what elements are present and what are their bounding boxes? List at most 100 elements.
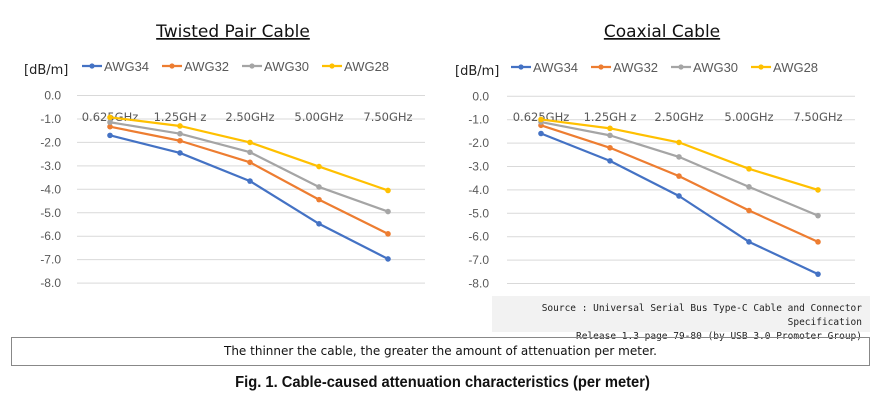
data-point-awg34 — [676, 193, 682, 199]
data-point-awg34 — [316, 220, 322, 227]
y-tick-label: -1.0 — [468, 113, 489, 127]
legend-label: AWG32 — [184, 59, 229, 74]
y-tick-label: -5.0 — [40, 206, 61, 220]
y-tick-label: -3.0 — [468, 160, 489, 174]
data-point-awg28 — [177, 123, 183, 129]
y-tick-label: -3.0 — [40, 159, 61, 173]
source-line-2: Release 1.3 page 79-80 (by USB 3.0 Promo… — [576, 331, 862, 342]
chart-title: Twisted Pair Cable — [155, 22, 310, 42]
legend-marker — [89, 63, 95, 69]
data-point-awg34 — [247, 178, 253, 184]
data-point-awg32 — [385, 231, 391, 237]
y-tick-label: -6.0 — [40, 229, 61, 243]
data-point-awg28 — [316, 163, 322, 170]
data-point-awg34 — [107, 132, 113, 139]
data-point-awg28 — [676, 139, 682, 146]
y-tick-label: -4.0 — [40, 182, 61, 196]
y-tick-label: -4.0 — [468, 183, 489, 197]
y-unit-label: [dB/m] — [24, 63, 68, 78]
series-line-awg30 — [540, 120, 819, 217]
legend-item: AWG30 — [242, 59, 309, 74]
source-citation: Source : Universal Serial Bus Type-C Cab… — [492, 296, 870, 342]
legend-item: AWG32 — [591, 60, 658, 75]
x-tick-label: 5.00GHz — [724, 110, 773, 124]
legend-marker — [758, 64, 764, 70]
data-point-awg28 — [538, 116, 544, 123]
x-tick-label: 7.50GHz — [793, 110, 842, 124]
data-point-awg30 — [746, 184, 752, 190]
legend-item: AWG28 — [322, 59, 389, 74]
legend: AWG34 AWG32 AWG30 AWG28 — [511, 60, 818, 75]
data-point-awg28 — [815, 187, 821, 193]
y-tick-label: -7.0 — [468, 253, 489, 267]
coaxial-chart: Coaxial Cable [dB/m] AWG34 AWG32 AWG30 AWG2… — [455, 22, 855, 291]
y-unit-label: [dB/m] — [455, 64, 499, 79]
data-point-awg32 — [815, 239, 821, 245]
data-point-awg34 — [607, 158, 613, 164]
y-tick-label: 0.0 — [44, 89, 61, 103]
legend-label: AWG30 — [264, 59, 309, 74]
data-point-awg32 — [746, 207, 752, 214]
chart-title: Coaxial Cable — [604, 22, 720, 42]
data-point-awg30 — [815, 212, 821, 219]
data-point-awg34 — [385, 256, 391, 262]
data-point-awg32 — [107, 123, 113, 130]
legend-item: AWG34 — [511, 60, 578, 75]
data-point-awg28 — [385, 187, 391, 194]
data-point-awg32 — [177, 137, 183, 144]
legend-marker — [169, 63, 175, 69]
data-point-awg32 — [247, 159, 253, 166]
data-point-awg34 — [177, 150, 183, 156]
gridlines — [507, 95, 855, 284]
legend-label: AWG32 — [613, 60, 658, 75]
series-lines — [538, 116, 821, 277]
legend-item: AWG28 — [751, 60, 818, 75]
data-point-awg32 — [316, 196, 322, 203]
data-point-awg34 — [815, 271, 821, 277]
x-tick-label: 1.25GH z — [584, 110, 637, 124]
legend: AWG34 AWG32 AWG30 AWG28 — [82, 59, 389, 74]
y-tick-label: -2.0 — [40, 135, 61, 149]
data-point-awg30 — [607, 132, 613, 139]
legend-label: AWG34 — [533, 60, 578, 75]
data-point-awg30 — [107, 119, 113, 126]
legend-label: AWG28 — [344, 59, 389, 74]
x-tick-label: 2.50GHz — [654, 110, 703, 124]
legend-marker — [249, 63, 255, 69]
legend-item: AWG30 — [671, 60, 738, 75]
y-tick-label: -7.0 — [40, 253, 61, 267]
x-tick-label: 2.50GHz — [225, 110, 274, 124]
legend-label: AWG34 — [104, 59, 149, 74]
legend-marker — [598, 64, 604, 70]
y-axis-ticks: 0.0 -1.0 -2.0 -3.0 -4.0 -5.0 -6.0 -7.0 -8.0 — [468, 89, 489, 290]
data-point-awg30 — [676, 154, 682, 160]
data-point-awg30 — [316, 184, 322, 190]
data-point-awg30 — [247, 149, 253, 156]
legend-label: AWG30 — [693, 60, 738, 75]
series-lines — [107, 114, 391, 262]
data-point-awg34 — [538, 130, 544, 137]
data-point-awg28 — [107, 114, 113, 121]
data-point-awg32 — [607, 144, 613, 151]
y-tick-label: 0.0 — [472, 89, 489, 103]
figure-caption: Fig. 1. Cable-caused attenuation charact… — [235, 374, 650, 391]
y-tick-label: -1.0 — [40, 112, 61, 126]
x-tick-label: 7.50GHz — [363, 110, 412, 124]
data-point-awg28 — [607, 125, 613, 132]
twisted-pair-chart: Twisted Pair Cable [dB/m] AWG34 AWG32 AWG3… — [24, 22, 425, 290]
y-tick-label: -5.0 — [468, 206, 489, 220]
legend-marker — [678, 64, 684, 70]
data-point-awg32 — [676, 173, 682, 179]
y-axis-ticks: 0.0 -1.0 -2.0 -3.0 -4.0 -5.0 -6.0 -7.0 -8.0 — [40, 89, 61, 291]
data-point-awg28 — [247, 139, 253, 146]
y-tick-label: -2.0 — [468, 136, 489, 150]
y-tick-label: -6.0 — [468, 230, 489, 244]
x-tick-label: 5.00GHz — [294, 110, 343, 124]
data-point-awg30 — [177, 130, 183, 137]
legend-marker — [329, 63, 335, 69]
legend-item: AWG34 — [82, 59, 149, 74]
legend-item: AWG32 — [162, 59, 229, 74]
